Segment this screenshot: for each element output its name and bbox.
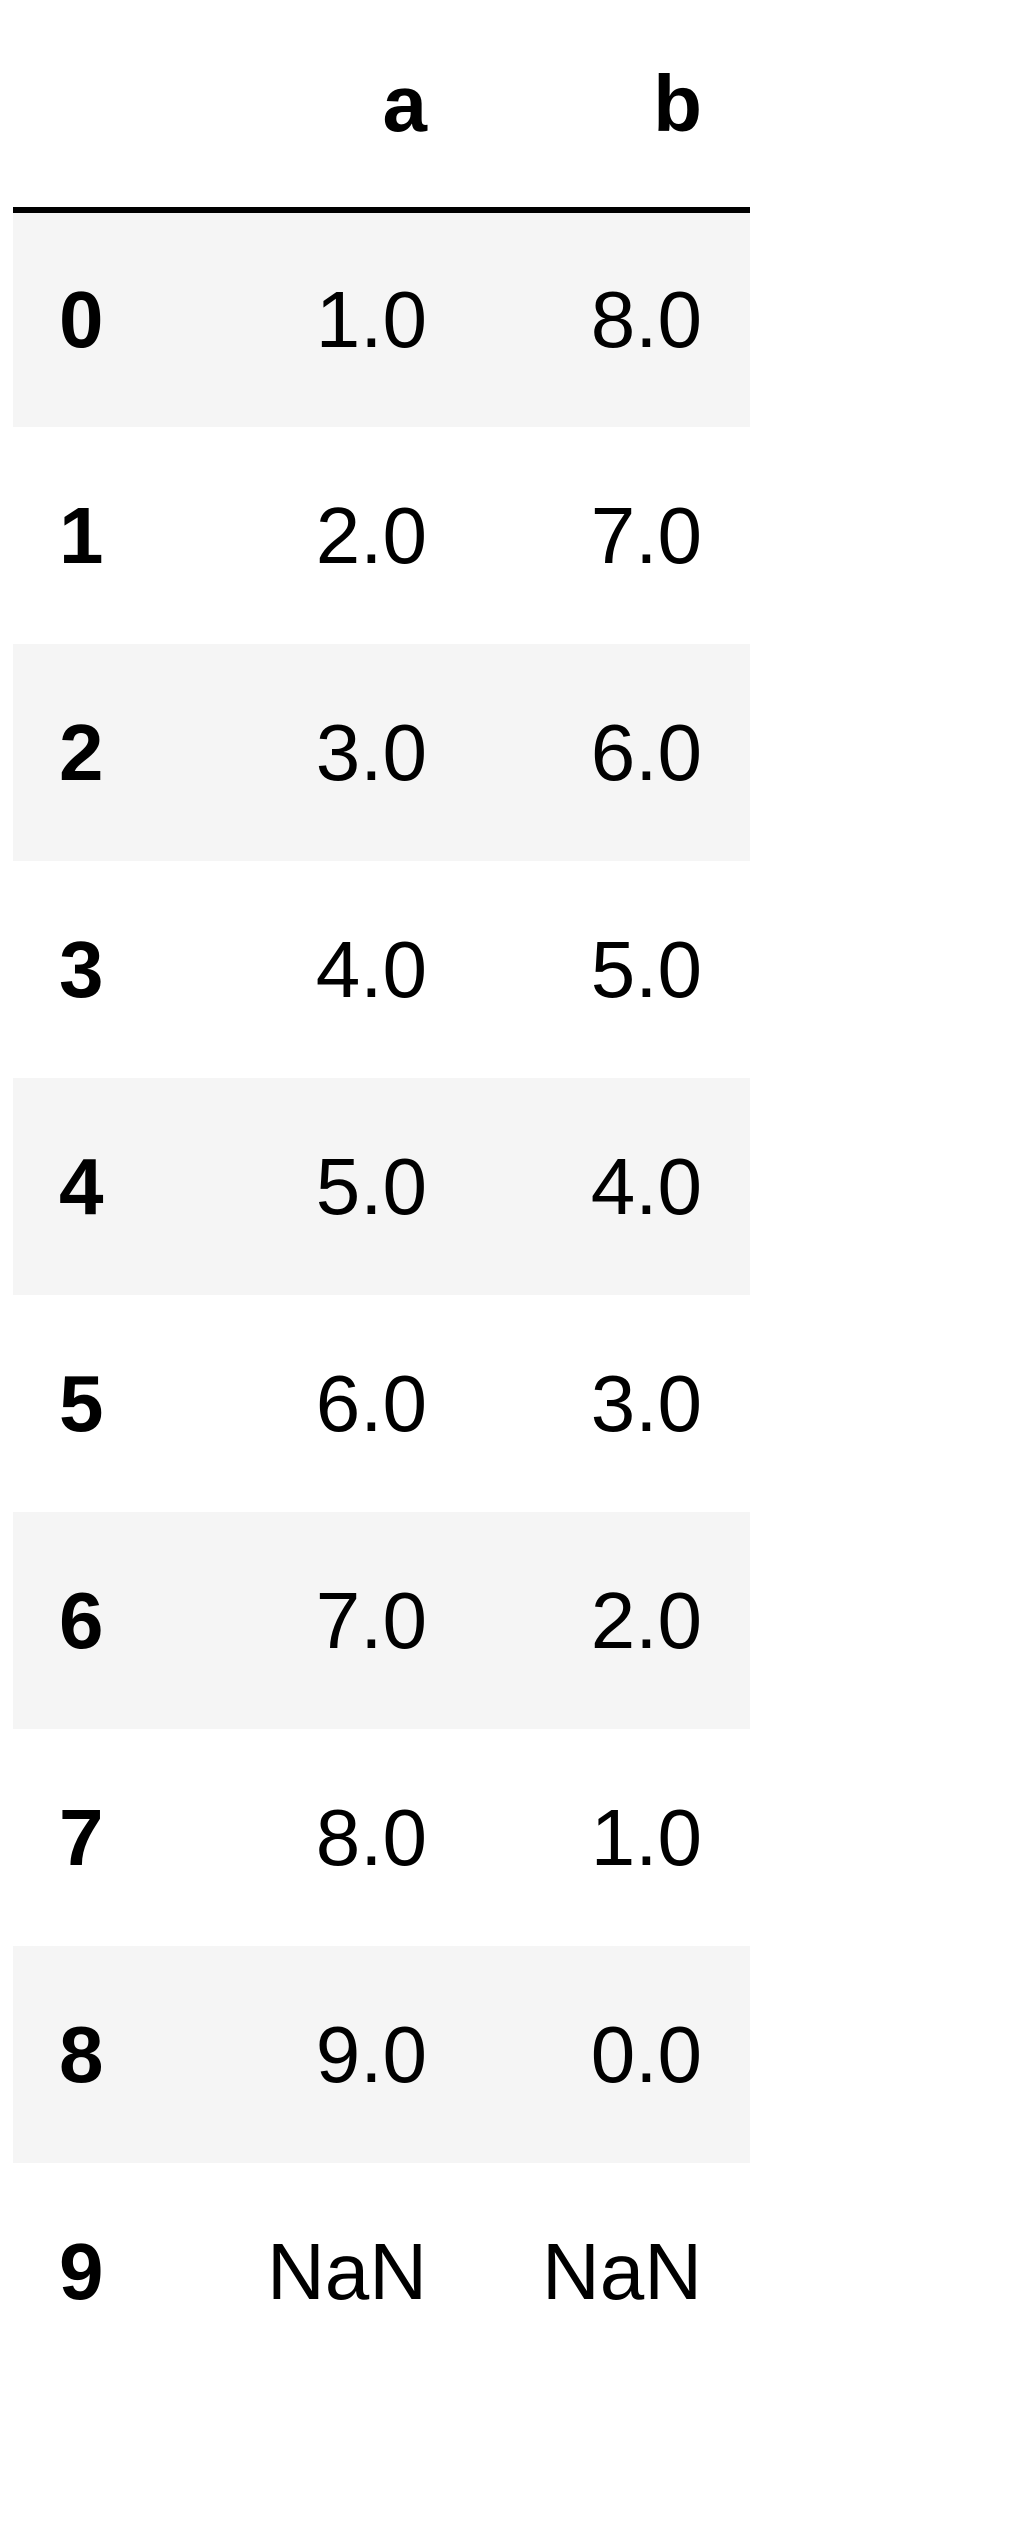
cell-a: NaN (266, 2226, 427, 2316)
table-row: 0 1.0 8.0 (13, 210, 750, 427)
dataframe-table: a b 0 1.0 8.0 1 2.0 7.0 2 3.0 6.0 3 4. (13, 0, 750, 2380)
table-row: 7 8.0 1.0 (13, 1729, 750, 1946)
table-row: 2 3.0 6.0 (13, 644, 750, 861)
cell-a: 1.0 (315, 275, 427, 364)
cell-b: 8.0 (590, 275, 702, 364)
cell-a: 5.0 (315, 1141, 427, 1231)
row-index: 8 (59, 2009, 104, 2099)
cell-a: 6.0 (315, 1358, 427, 1448)
table-row: 4 5.0 4.0 (13, 1078, 750, 1295)
cell-b: 6.0 (590, 707, 702, 797)
row-index: 0 (59, 275, 104, 364)
row-index: 6 (59, 1575, 104, 1665)
table-row: 1 2.0 7.0 (13, 427, 750, 644)
cell-b: NaN (541, 2226, 702, 2316)
table-row: 8 9.0 0.0 (13, 1946, 750, 2163)
dataframe-output: a b 0 1.0 8.0 1 2.0 7.0 2 3.0 6.0 3 4. (13, 0, 750, 2380)
cell-a: 7.0 (315, 1575, 427, 1665)
table-row: 6 7.0 2.0 (13, 1512, 750, 1729)
table-row: 3 4.0 5.0 (13, 861, 750, 1078)
cell-a: 2.0 (315, 490, 427, 580)
row-index: 1 (59, 490, 104, 580)
cell-b: 3.0 (590, 1358, 702, 1448)
table-row: 9 NaN NaN (13, 2163, 750, 2380)
header-row: a b (13, 0, 750, 213)
row-index: 7 (59, 1792, 104, 1882)
cell-a: 9.0 (315, 2009, 427, 2099)
index-header (13, 0, 178, 213)
row-index: 3 (59, 924, 104, 1014)
cell-b: 5.0 (590, 924, 702, 1014)
cell-b: 7.0 (590, 490, 702, 580)
column-header-a: a (178, 0, 440, 213)
cell-a: 8.0 (315, 1792, 427, 1882)
cell-b: 1.0 (590, 1792, 702, 1882)
row-index: 5 (59, 1358, 104, 1448)
row-index: 2 (59, 707, 104, 797)
row-index: 4 (59, 1141, 104, 1231)
row-index: 9 (59, 2226, 104, 2316)
cell-b: 2.0 (590, 1575, 702, 1665)
table-row: 5 6.0 3.0 (13, 1295, 750, 1512)
table-body: 0 1.0 8.0 1 2.0 7.0 2 3.0 6.0 3 4.0 5.0 … (13, 210, 750, 2380)
cell-a: 4.0 (315, 924, 427, 1014)
column-header-b: b (440, 0, 750, 213)
cell-b: 4.0 (590, 1141, 702, 1231)
cell-a: 3.0 (315, 707, 427, 797)
cell-b: 0.0 (590, 2009, 702, 2099)
table-header: a b (13, 0, 750, 213)
